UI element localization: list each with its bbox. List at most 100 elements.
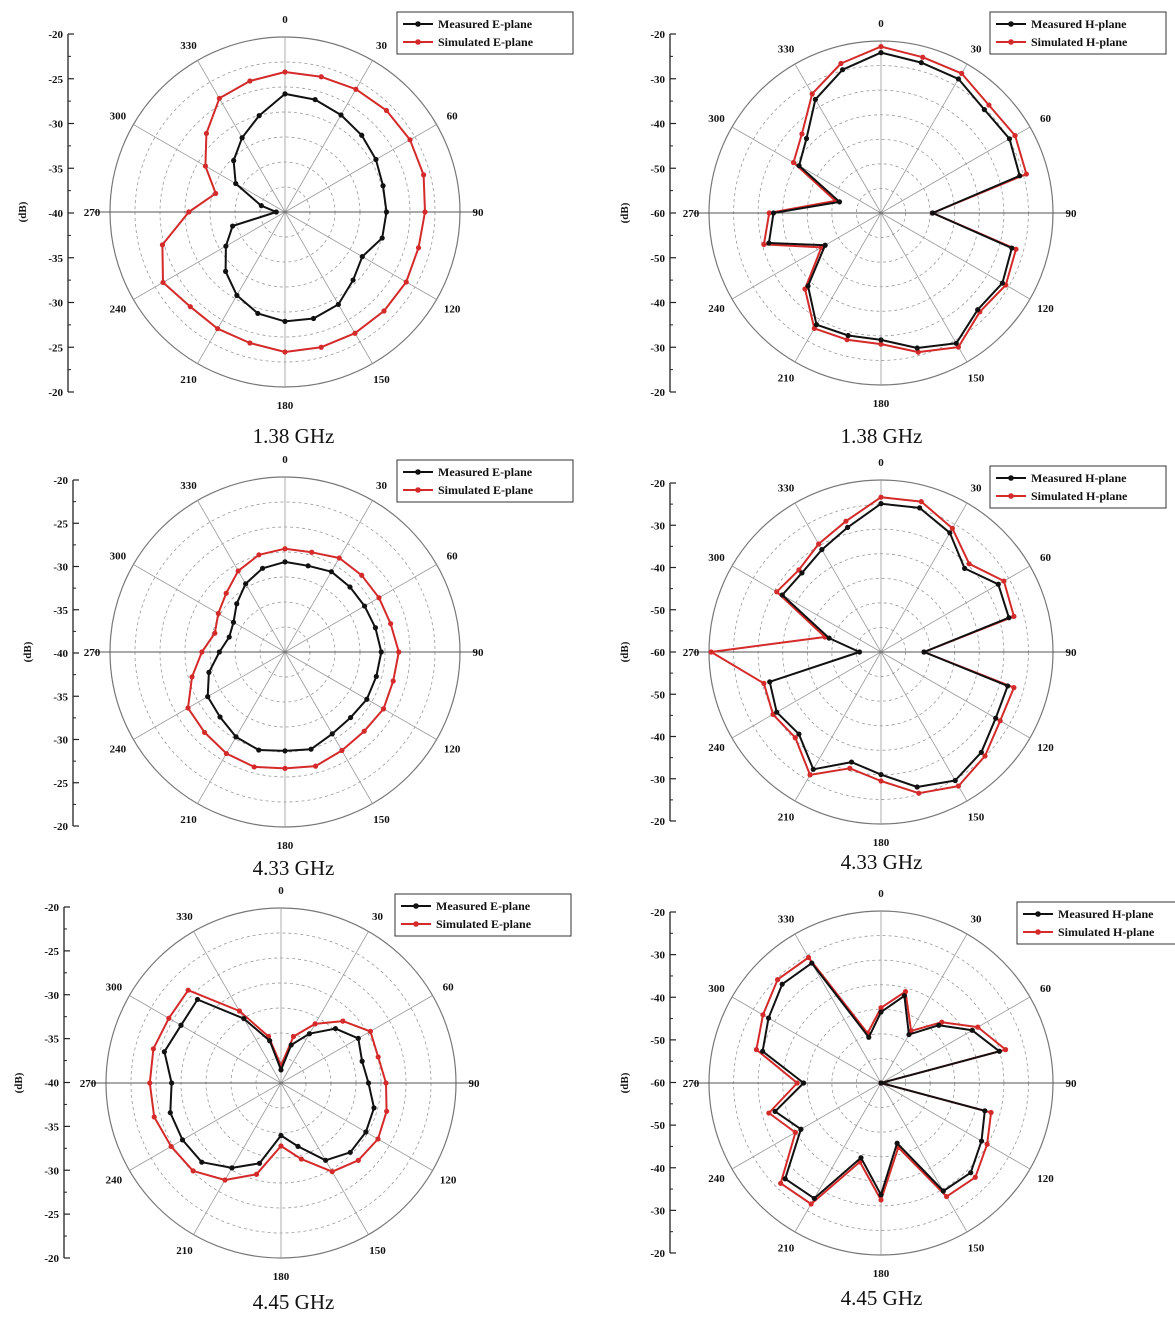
angle-label: 270 (80, 1078, 97, 1090)
angle-label: 210 (180, 374, 197, 386)
legend-swatch-marker (415, 469, 421, 475)
polar-chart-h-plane-1-38: 0 30 60 90 120 150 180 210 240 270 300 330 -20 -30 -40… (588, 0, 1175, 448)
measured-data-point (995, 581, 1001, 587)
measured-data-point (940, 1188, 946, 1194)
simulated-data-point (215, 326, 221, 332)
radial-tick-label: -20 (650, 29, 665, 41)
radial-tick-label: -35 (44, 1121, 59, 1133)
simulated-data-point (212, 630, 218, 636)
angle-label: 30 (971, 913, 983, 925)
legend: Measured E-plane Simulated E-plane (396, 11, 574, 55)
measured-data-point (332, 1025, 339, 1032)
measured-data-point (256, 1160, 263, 1166)
simulated-data-point (168, 1143, 174, 1150)
measured-data-point (765, 1015, 772, 1021)
measured-data-point (223, 243, 229, 249)
legend-swatch-marker (1008, 493, 1014, 499)
measured-data-point (878, 1192, 884, 1198)
measured-data-point (167, 1110, 173, 1116)
measured-data-point (770, 210, 777, 216)
simulated-data-point (381, 308, 387, 314)
measured-data-point (962, 565, 968, 571)
angle-label: 60 (1040, 983, 1052, 995)
grid-spoke (284, 60, 373, 213)
angle-label: 240 (110, 304, 127, 316)
measured-data-point (169, 1080, 175, 1086)
measured-data-point (243, 581, 249, 587)
measured-data-point (361, 603, 368, 609)
angle-label: 330 (778, 482, 795, 494)
angle-label: 120 (1037, 1173, 1054, 1185)
angle-label: 300 (110, 111, 127, 123)
measured-data-point (364, 696, 370, 702)
legend-swatch-marker (415, 487, 421, 493)
measured-data-point (766, 240, 772, 246)
angle-label: 300 (106, 982, 123, 994)
legend-swatch-marker (1008, 21, 1014, 27)
angle-label: 240 (106, 1175, 123, 1187)
measured-data-point (914, 345, 920, 351)
simulated-series-line (710, 496, 1015, 795)
measured-data-point (255, 310, 261, 317)
angle-label: 300 (110, 551, 127, 563)
measured-data-point (365, 1080, 372, 1086)
simulated-data-point (403, 279, 409, 285)
simulated-data-point (794, 1080, 800, 1086)
radial-tick-label: -30 (650, 1205, 665, 1217)
radial-tick-label: -25 (53, 518, 68, 530)
simulated-data-point (918, 499, 924, 505)
angle-label: 330 (778, 43, 795, 55)
radial-tick-label: -30 (650, 74, 665, 86)
grid-spoke (133, 124, 286, 213)
simulated-data-point (309, 549, 315, 555)
polar-plot: 0 30 60 90 120 150 180 210 240 270 300 330 -20 -25 -30… (17, 11, 574, 412)
radial-tick-label: -20 (53, 821, 68, 833)
simulated-data-point (353, 86, 359, 92)
measured-data-point (338, 112, 344, 118)
legend-label: Measured H-plane (1031, 17, 1127, 31)
angle-label: 210 (778, 812, 795, 824)
angle-label: 0 (282, 454, 288, 466)
angle-label: 0 (878, 888, 884, 900)
simulated-data-point (838, 60, 844, 67)
grid-spoke (133, 211, 286, 300)
simulated-data-point (376, 595, 382, 601)
legend: Measured E-plane Simulated E-plane (396, 459, 574, 503)
simulated-data-point (247, 78, 253, 84)
simulated-series-line (187, 547, 400, 770)
y-axis-label: (dB) (619, 1072, 631, 1093)
simulated-data-point (760, 1012, 766, 1018)
measured-data-point (233, 734, 239, 740)
angle-label: 150 (373, 374, 390, 386)
measured-data-point (953, 340, 959, 346)
legend-swatch-marker (1008, 475, 1014, 481)
measured-data-point (323, 1157, 329, 1163)
angle-label: 240 (708, 303, 725, 315)
simulated-data-point (422, 209, 428, 215)
simulated-data-point (915, 349, 921, 355)
measured-data-point (809, 960, 815, 966)
simulated-data-point (775, 977, 781, 983)
measured-data-point (229, 223, 236, 229)
simulated-data-point (1011, 685, 1017, 691)
angle-label: 300 (708, 552, 725, 564)
angle-label: 120 (440, 1175, 457, 1187)
simulated-data-point (966, 561, 972, 567)
simulated-data-point (878, 1005, 884, 1011)
measured-data-point (372, 625, 379, 631)
legend-swatch-marker (1008, 39, 1014, 45)
grid-spoke (880, 502, 968, 653)
simulated-data-point (1012, 133, 1018, 139)
simulated-data-point (203, 130, 210, 137)
angle-label: 0 (878, 18, 884, 30)
angle-label: 300 (708, 113, 725, 125)
radial-tick-label: -30 (53, 562, 68, 574)
radial-tick-label: -35 (48, 163, 63, 175)
angle-label: 150 (373, 814, 390, 826)
simulated-data-point (997, 718, 1003, 724)
polar-chart-h-plane-4-33: 0 30 60 90 120 150 180 210 240 270 300 330 -20 -30 -40… (588, 440, 1175, 880)
radial-tick-label: -30 (650, 950, 665, 962)
measured-series-line (224, 92, 388, 323)
measured-data-point (774, 709, 780, 715)
angle-label: 240 (708, 1173, 725, 1185)
